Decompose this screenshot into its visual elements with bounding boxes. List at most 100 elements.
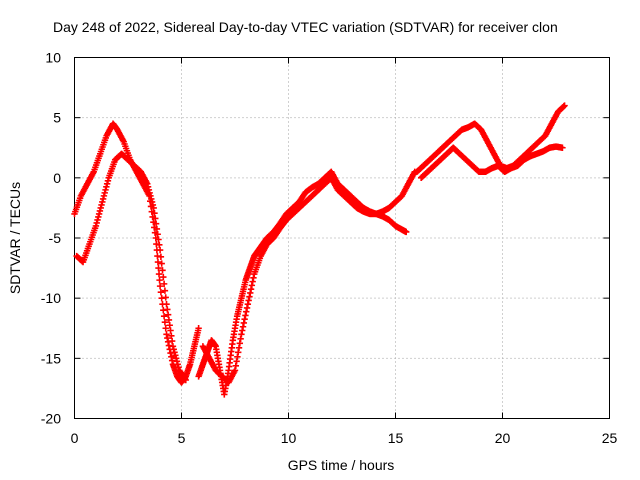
data-point bbox=[239, 327, 246, 334]
data-point bbox=[101, 189, 108, 197]
data-point bbox=[154, 258, 162, 266]
x-tick-label: 20 bbox=[495, 430, 511, 446]
data-point bbox=[146, 189, 153, 197]
data-point bbox=[92, 222, 100, 230]
x-axis-title: GPS time / hours bbox=[288, 457, 395, 473]
data-point bbox=[100, 192, 108, 200]
data-point bbox=[245, 297, 252, 304]
data-point bbox=[248, 282, 256, 289]
data-point bbox=[164, 311, 172, 318]
data-point bbox=[157, 288, 165, 296]
data-point bbox=[160, 280, 168, 288]
data-point bbox=[158, 260, 165, 267]
data-point bbox=[168, 353, 175, 361]
data-point bbox=[238, 331, 245, 338]
series-trace-b bbox=[73, 150, 189, 384]
data-point bbox=[239, 323, 247, 330]
x-tick-label: 5 bbox=[178, 430, 186, 446]
series-trace-f bbox=[417, 143, 566, 182]
y-tick-label: 5 bbox=[53, 110, 61, 126]
y-tick-label: -10 bbox=[41, 290, 61, 306]
y-tick-label: -20 bbox=[41, 411, 61, 427]
data-point bbox=[152, 220, 160, 227]
data-point bbox=[164, 334, 171, 342]
data-point bbox=[163, 300, 170, 308]
data-point bbox=[148, 195, 155, 203]
data-point bbox=[144, 180, 151, 188]
data-point bbox=[97, 204, 104, 212]
data-point bbox=[195, 325, 202, 332]
data-point bbox=[144, 183, 152, 191]
data-point bbox=[102, 186, 109, 194]
data-point bbox=[172, 352, 179, 359]
y-tick-labels: -20 -15 -10 -5 0 5 10 bbox=[41, 50, 61, 427]
data-point bbox=[99, 198, 106, 206]
data-point bbox=[172, 355, 180, 362]
data-point bbox=[235, 349, 242, 356]
data-point bbox=[154, 231, 161, 238]
data-point bbox=[166, 322, 173, 329]
data-point bbox=[232, 362, 240, 370]
data-point bbox=[93, 219, 100, 227]
data-point bbox=[170, 346, 177, 353]
data-point bbox=[163, 331, 170, 338]
y-tick-label: -5 bbox=[49, 230, 62, 246]
data-point bbox=[167, 327, 174, 334]
y-axis-title: SDTVAR / TECUs bbox=[7, 182, 23, 294]
data-point bbox=[155, 236, 162, 243]
data-point bbox=[559, 144, 566, 151]
data-point bbox=[164, 306, 171, 313]
data-point bbox=[403, 228, 410, 236]
gridlines bbox=[74, 57, 610, 419]
data-point bbox=[160, 273, 167, 281]
data-point bbox=[181, 375, 189, 382]
chart-title: Day 248 of 2022, Sidereal Day-to-day VTE… bbox=[53, 19, 558, 35]
data-point bbox=[162, 325, 169, 332]
data-point bbox=[250, 274, 257, 282]
data-point bbox=[152, 215, 159, 222]
series-trace-a bbox=[71, 120, 202, 386]
data-point bbox=[174, 361, 181, 368]
data-point bbox=[95, 213, 102, 221]
y-tick-label: -15 bbox=[41, 350, 61, 366]
data-point bbox=[243, 304, 251, 312]
y-tick-label: 10 bbox=[45, 50, 61, 66]
data-point bbox=[160, 313, 168, 320]
data-point bbox=[103, 183, 110, 191]
data-point bbox=[235, 344, 243, 352]
data-point bbox=[233, 358, 240, 365]
data-point bbox=[237, 335, 244, 342]
data-point bbox=[156, 241, 163, 248]
x-tick-label: 0 bbox=[71, 430, 79, 446]
data-point bbox=[103, 180, 111, 188]
data-point bbox=[95, 210, 103, 218]
data-point bbox=[96, 207, 104, 215]
data-point bbox=[159, 267, 166, 274]
data-point bbox=[156, 246, 164, 254]
series-trace-e bbox=[413, 102, 568, 176]
data-point bbox=[182, 376, 189, 384]
data-point bbox=[149, 201, 157, 209]
data-point bbox=[165, 316, 173, 324]
data-point bbox=[246, 293, 253, 300]
data-point bbox=[244, 300, 252, 308]
data-point bbox=[173, 358, 181, 365]
data-point bbox=[171, 349, 178, 356]
data-point bbox=[243, 308, 250, 315]
data-point bbox=[157, 253, 165, 261]
data-point bbox=[241, 316, 248, 323]
data-point bbox=[236, 340, 244, 347]
data-point bbox=[231, 367, 239, 374]
data-point bbox=[561, 102, 568, 109]
series-trace-d bbox=[199, 174, 410, 386]
data-point bbox=[156, 282, 164, 290]
data-point bbox=[161, 319, 169, 326]
data-point bbox=[162, 294, 169, 301]
data-point bbox=[151, 209, 158, 217]
data-point bbox=[147, 192, 154, 200]
data-point bbox=[148, 198, 156, 206]
data-point bbox=[155, 270, 163, 278]
data-point bbox=[156, 276, 163, 284]
x-tick-labels: 0 5 10 15 20 25 bbox=[71, 430, 618, 446]
